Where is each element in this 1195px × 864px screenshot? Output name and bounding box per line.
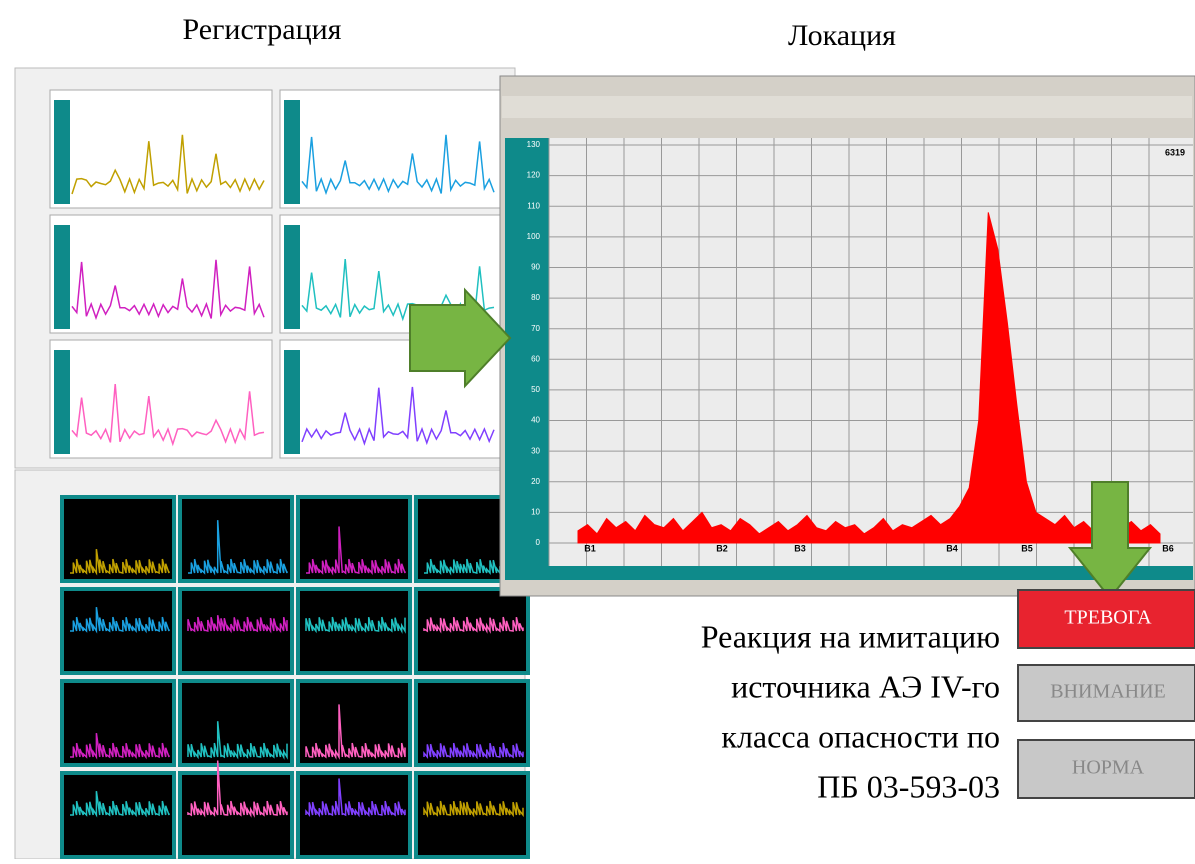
sensor-label: В1 [584,543,596,553]
panel [62,773,174,857]
registration-screens [15,68,528,859]
y-tick-label: 80 [531,293,540,302]
y-tick-label: 90 [531,263,540,272]
location-window [500,76,1195,596]
y-tick-label: 120 [527,171,541,180]
panel [298,773,410,857]
status-normal-label: НОРМА [1072,757,1145,779]
panel-axis [54,100,70,204]
toolbar [502,96,1192,118]
title-registration: Регистрация [183,13,342,46]
panel [180,589,292,673]
panel [50,90,272,208]
y-tick-label: 10 [531,507,540,516]
panel-axis [284,350,300,454]
y-tick-label: 100 [527,232,541,241]
panel [50,340,272,458]
panel-axis [284,225,300,329]
status-alarm-label: ТРЕВОГА [1064,607,1152,629]
caption-line: Реакция на имитацию [701,618,1000,654]
panel [416,773,528,857]
title-location: Локация [788,19,896,52]
y-tick-label: 0 [536,538,541,547]
panel-axis [284,100,300,204]
panel [62,589,174,673]
y-tick-label: 40 [531,416,540,425]
y-tick-label: 60 [531,354,540,363]
y-tick-label: 20 [531,477,540,486]
y-tick-label: 130 [527,140,541,149]
caption-line: источника АЭ IV-го [731,668,1000,704]
panel-axis [54,225,70,329]
sensor-label: В2 [716,543,728,553]
panel [298,589,410,673]
sensor-label: В4 [946,543,958,553]
status-warning-label: ВНИМАНИЕ [1050,681,1166,703]
y-tick-label: 30 [531,446,540,455]
caption-line: ПБ 03-593-03 [817,768,1000,804]
sensor-label: В3 [794,543,806,553]
y-tick-label: 70 [531,324,540,333]
y-tick-label: 50 [531,385,540,394]
caption-line: класса опасности по [721,718,1000,754]
sensor-label: В6 [1162,543,1174,553]
panel-axis [54,350,70,454]
y-tick-label: 110 [527,201,540,210]
page: Регистрация Локация 0 10 20 30 40 50 60 70 80 90 1… [0,0,1195,859]
sensor-label: В5 [1021,543,1033,553]
counter: 6319 [1165,147,1185,157]
